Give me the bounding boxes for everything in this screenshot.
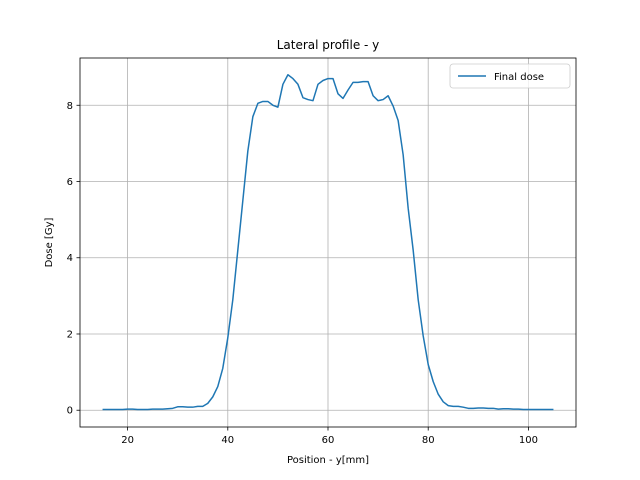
x-axis-label: Position - y[mm] <box>287 455 369 466</box>
y-axis-label: Dose [Gy] <box>44 217 55 267</box>
grid <box>80 58 576 427</box>
x-tick-label: 80 <box>422 435 435 446</box>
y-tick-label: 4 <box>67 253 73 264</box>
data-lines <box>102 74 554 411</box>
x-tick-label: 20 <box>121 435 134 446</box>
chart-title: Lateral profile - y <box>277 38 380 52</box>
series-line-final-dose <box>102 74 554 411</box>
y-tick-label: 6 <box>67 177 73 188</box>
y-tick-label: 2 <box>67 329 73 340</box>
y-tick-label: 0 <box>67 406 73 417</box>
legend: Final dose <box>449 63 571 89</box>
y-tick-label: 8 <box>67 101 73 112</box>
x-tick-label: 60 <box>322 435 335 446</box>
x-tick-label: 100 <box>519 435 538 446</box>
axis-ticks: 20 40 60 80 100 0 2 4 6 8 <box>67 101 538 446</box>
x-tick-label: 40 <box>221 435 234 446</box>
legend-label: Final dose <box>494 72 544 83</box>
legend-box <box>449 63 571 89</box>
